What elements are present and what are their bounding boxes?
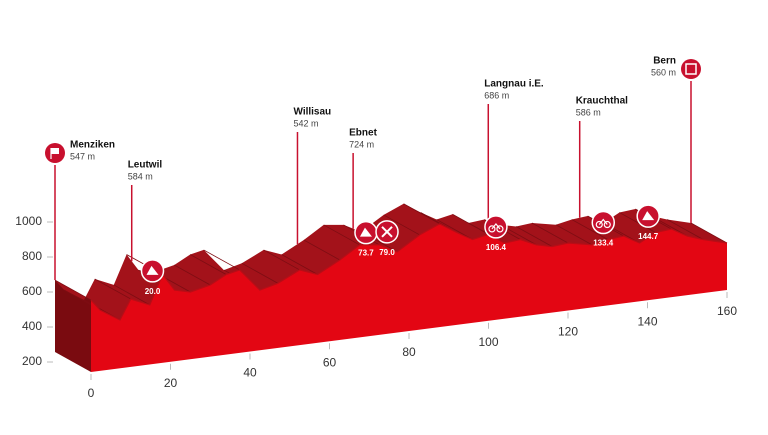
- location-name: Leutwil: [128, 160, 163, 171]
- profile-ridge: [531, 222, 569, 244]
- x-tick-label: 80: [402, 345, 416, 359]
- location-name: Menziken: [70, 140, 115, 151]
- profile-ridge: [113, 284, 151, 306]
- x-tick-label: 160: [717, 304, 737, 318]
- x-tick-label: 100: [478, 335, 498, 349]
- frame: [491, 222, 501, 230]
- marker-km-label: 20.0: [145, 287, 161, 296]
- profile-ridge: [571, 219, 608, 240]
- profile-side: [55, 280, 91, 372]
- y-tick-label: 600: [22, 284, 42, 298]
- profile-ridge: [666, 219, 704, 240]
- y-tick-label: 400: [22, 319, 42, 333]
- x-tick-label: 140: [637, 314, 657, 328]
- profile-ridge: [263, 249, 300, 271]
- y-tick-label: 800: [22, 249, 42, 263]
- location-altitude: 724 m: [349, 139, 374, 149]
- wheel: [595, 220, 603, 229]
- marker-sprint: [484, 215, 508, 239]
- location-altitude: 584 m: [128, 171, 153, 181]
- location-altitude: 547 m: [70, 151, 95, 161]
- profile-ridge: [619, 212, 656, 233]
- marker-km-label: 133.4: [593, 239, 614, 248]
- profile-ridge: [555, 224, 593, 246]
- profile-ridge: [54, 279, 92, 301]
- feed-icon: [381, 226, 393, 238]
- profile-ridge: [436, 219, 473, 240]
- location-altitude: 686 m: [484, 90, 509, 100]
- x-tick-label: 120: [558, 325, 578, 339]
- location-name: Bern: [653, 56, 676, 67]
- profile-ridge: [383, 214, 420, 236]
- climb-icon: [146, 265, 159, 275]
- flag-icon: [51, 148, 59, 154]
- marker-km-label: 79.0: [379, 248, 395, 257]
- y-tick-label: 1000: [15, 214, 42, 228]
- climb-icon: [642, 211, 655, 221]
- profile-ridge: [515, 226, 553, 247]
- profile-front: [91, 223, 727, 372]
- marker-sprint: [591, 210, 616, 235]
- location-name: Ebnet: [349, 128, 377, 139]
- elevation-line: [90, 223, 728, 321]
- profile-ridge: [174, 264, 211, 286]
- marker-km-label: 106.4: [486, 243, 507, 252]
- finish-icon: [681, 59, 701, 79]
- location-altitude: 542 m: [293, 118, 318, 128]
- x-tick-label: 20: [164, 376, 178, 390]
- climb-icon: [359, 227, 372, 237]
- finish-gate: [685, 63, 697, 75]
- profile-ridge: [189, 254, 227, 275]
- profile-ridge: [690, 222, 728, 244]
- marker-km-label: 144.7: [638, 232, 659, 241]
- x-tick-label: 0: [88, 386, 95, 400]
- wheel: [496, 225, 504, 233]
- x-tick-label: 60: [323, 355, 337, 369]
- location-name: Langnau i.E.: [484, 79, 544, 90]
- x-tick-label: 40: [243, 366, 257, 380]
- location-name: Willisau: [293, 107, 331, 118]
- profile-ridge: [281, 254, 318, 275]
- marker-km-label: 73.7: [358, 249, 374, 258]
- wheel: [488, 225, 496, 233]
- frame: [598, 218, 608, 225]
- location-altitude: 560 m: [651, 67, 676, 77]
- y-tick-label: 200: [22, 354, 42, 368]
- wheel: [603, 220, 611, 229]
- profile-ridge: [94, 278, 131, 300]
- profile-ridge: [203, 249, 240, 271]
- profile-ridge: [303, 239, 341, 261]
- profile-ridge: [323, 224, 360, 246]
- location-name: Krauchthal: [576, 96, 628, 107]
- location-altitude: 586 m: [576, 107, 601, 117]
- profile-ridge: [403, 203, 440, 225]
- profile-ridge: [241, 262, 279, 284]
- profile-top: [55, 203, 727, 320]
